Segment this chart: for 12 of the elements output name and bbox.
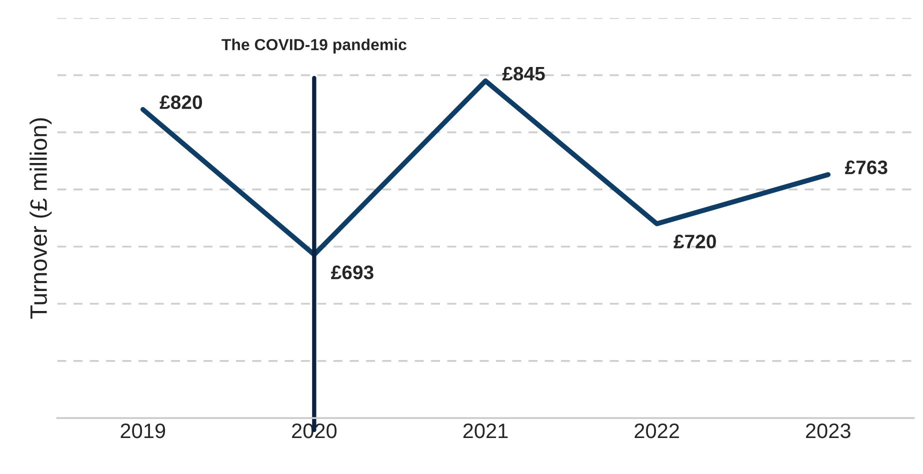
data-label: £845 — [502, 66, 545, 81]
y-axis-title: Turnover (£ million) — [30, 118, 52, 319]
x-tick-label: 2019 — [120, 423, 166, 438]
x-tick-label: 2020 — [292, 423, 337, 438]
data-label: £820 — [160, 95, 202, 110]
data-label: £720 — [674, 234, 716, 248]
ref-line-label: The COVID-19 pandemic — [222, 38, 406, 54]
x-tick-label: 2022 — [634, 423, 679, 438]
data-label: £763 — [844, 160, 888, 174]
data-label: £693 — [331, 266, 374, 280]
x-tick-label: 2021 — [463, 423, 508, 438]
x-tick-label: 2023 — [806, 423, 850, 438]
